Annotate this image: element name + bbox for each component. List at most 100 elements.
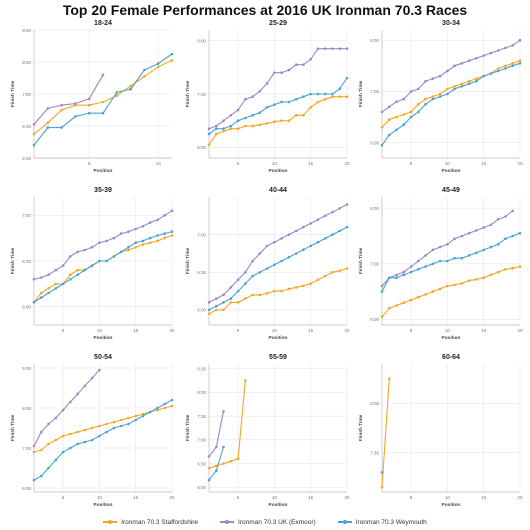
data-point bbox=[90, 376, 94, 380]
data-point bbox=[47, 291, 50, 295]
data-point bbox=[265, 292, 269, 295]
data-point bbox=[402, 123, 406, 126]
data-point bbox=[236, 301, 240, 304]
x-tick-label: 10 bbox=[445, 495, 451, 500]
data-point bbox=[258, 252, 262, 255]
data-point bbox=[518, 59, 522, 62]
data-point bbox=[453, 85, 456, 88]
y-tick-label: 7:00 bbox=[22, 213, 31, 218]
data-point bbox=[47, 273, 50, 277]
data-point bbox=[222, 301, 225, 304]
series-line bbox=[208, 48, 347, 130]
data-point bbox=[76, 392, 79, 396]
chart-panel-35-39: 35-39 6:00 6:30 7:00 5 10 15 20 Position Finish T… bbox=[10, 187, 175, 341]
data-point bbox=[60, 103, 63, 107]
x-tick-label: 15 bbox=[481, 495, 487, 500]
data-point bbox=[409, 270, 413, 274]
data-point bbox=[163, 232, 166, 235]
data-point bbox=[61, 450, 65, 454]
data-point bbox=[518, 38, 522, 42]
legend: Ironman 70.3 Staffordshire Ironman 70.3 U… bbox=[0, 515, 530, 529]
data-point bbox=[395, 100, 398, 103]
x-tick-label: 15 bbox=[481, 161, 487, 166]
data-point bbox=[395, 128, 398, 132]
y-tick-label: 7:00 bbox=[370, 262, 379, 267]
data-point bbox=[207, 312, 211, 316]
data-point bbox=[76, 268, 79, 272]
data-point bbox=[156, 408, 159, 412]
data-point bbox=[265, 244, 269, 248]
data-point bbox=[388, 377, 391, 381]
data-point bbox=[134, 227, 137, 231]
data-point bbox=[170, 404, 174, 408]
data-point bbox=[489, 245, 493, 249]
data-point bbox=[453, 256, 456, 260]
data-point bbox=[424, 265, 427, 268]
data-point bbox=[316, 92, 320, 96]
data-point bbox=[115, 94, 119, 97]
data-point bbox=[302, 63, 305, 66]
data-point bbox=[54, 268, 58, 272]
data-point bbox=[156, 239, 159, 243]
data-point bbox=[438, 95, 442, 98]
data-point bbox=[258, 123, 262, 127]
x-tick-label: 15 bbox=[481, 328, 487, 333]
data-point bbox=[280, 237, 283, 240]
data-point bbox=[467, 82, 471, 86]
data-point bbox=[222, 308, 225, 312]
y-axis-label: Finish Time bbox=[185, 247, 191, 274]
x-tick-label: 5 bbox=[410, 161, 413, 166]
x-axis-label: Position bbox=[94, 502, 113, 508]
data-point bbox=[446, 284, 449, 288]
data-point bbox=[148, 221, 152, 224]
data-point bbox=[236, 457, 240, 461]
data-point bbox=[134, 241, 137, 244]
data-point bbox=[417, 295, 420, 299]
series-line bbox=[208, 380, 246, 469]
y-axis-label: Finish Time bbox=[358, 414, 364, 441]
data-point bbox=[156, 234, 159, 237]
chart-panel-40-44: 40-44 6:00 6:30 7:00 5 10 15 20 Position Finish T… bbox=[185, 187, 350, 341]
data-point bbox=[518, 265, 522, 268]
chart-title: 55-59 bbox=[269, 354, 287, 361]
data-point bbox=[40, 296, 43, 299]
data-point bbox=[273, 120, 276, 123]
data-point bbox=[323, 237, 327, 240]
data-point bbox=[47, 287, 50, 290]
data-point bbox=[141, 225, 145, 228]
y-axis-label: Finish Time bbox=[185, 414, 191, 441]
x-tick-label: 20 bbox=[169, 328, 175, 333]
data-point bbox=[460, 282, 464, 285]
y-tick-label: 6:00 bbox=[22, 486, 31, 491]
data-point bbox=[496, 49, 500, 52]
data-point bbox=[309, 244, 313, 248]
data-point bbox=[83, 440, 87, 444]
data-point bbox=[309, 92, 313, 96]
data-point bbox=[424, 254, 427, 257]
data-point bbox=[83, 384, 87, 388]
data-point bbox=[338, 95, 342, 98]
data-point bbox=[141, 414, 145, 418]
data-point bbox=[251, 259, 254, 263]
data-point bbox=[98, 368, 101, 372]
data-point bbox=[302, 284, 305, 288]
data-point bbox=[380, 315, 384, 319]
data-point bbox=[467, 59, 471, 62]
y-tick-label: 6:30 bbox=[22, 259, 31, 264]
data-point bbox=[504, 67, 507, 70]
data-point bbox=[402, 97, 406, 101]
data-point bbox=[207, 132, 211, 136]
data-point bbox=[134, 418, 137, 422]
x-tick-label: 20 bbox=[344, 328, 350, 333]
data-point bbox=[518, 231, 522, 235]
data-point bbox=[409, 115, 413, 119]
data-point bbox=[331, 210, 334, 214]
data-point bbox=[222, 130, 225, 133]
data-point bbox=[112, 255, 116, 258]
data-point bbox=[222, 410, 225, 413]
data-point bbox=[395, 273, 398, 277]
data-point bbox=[54, 287, 58, 290]
x-axis-label: Position bbox=[269, 168, 288, 174]
data-point bbox=[273, 263, 276, 267]
data-point bbox=[236, 108, 240, 112]
